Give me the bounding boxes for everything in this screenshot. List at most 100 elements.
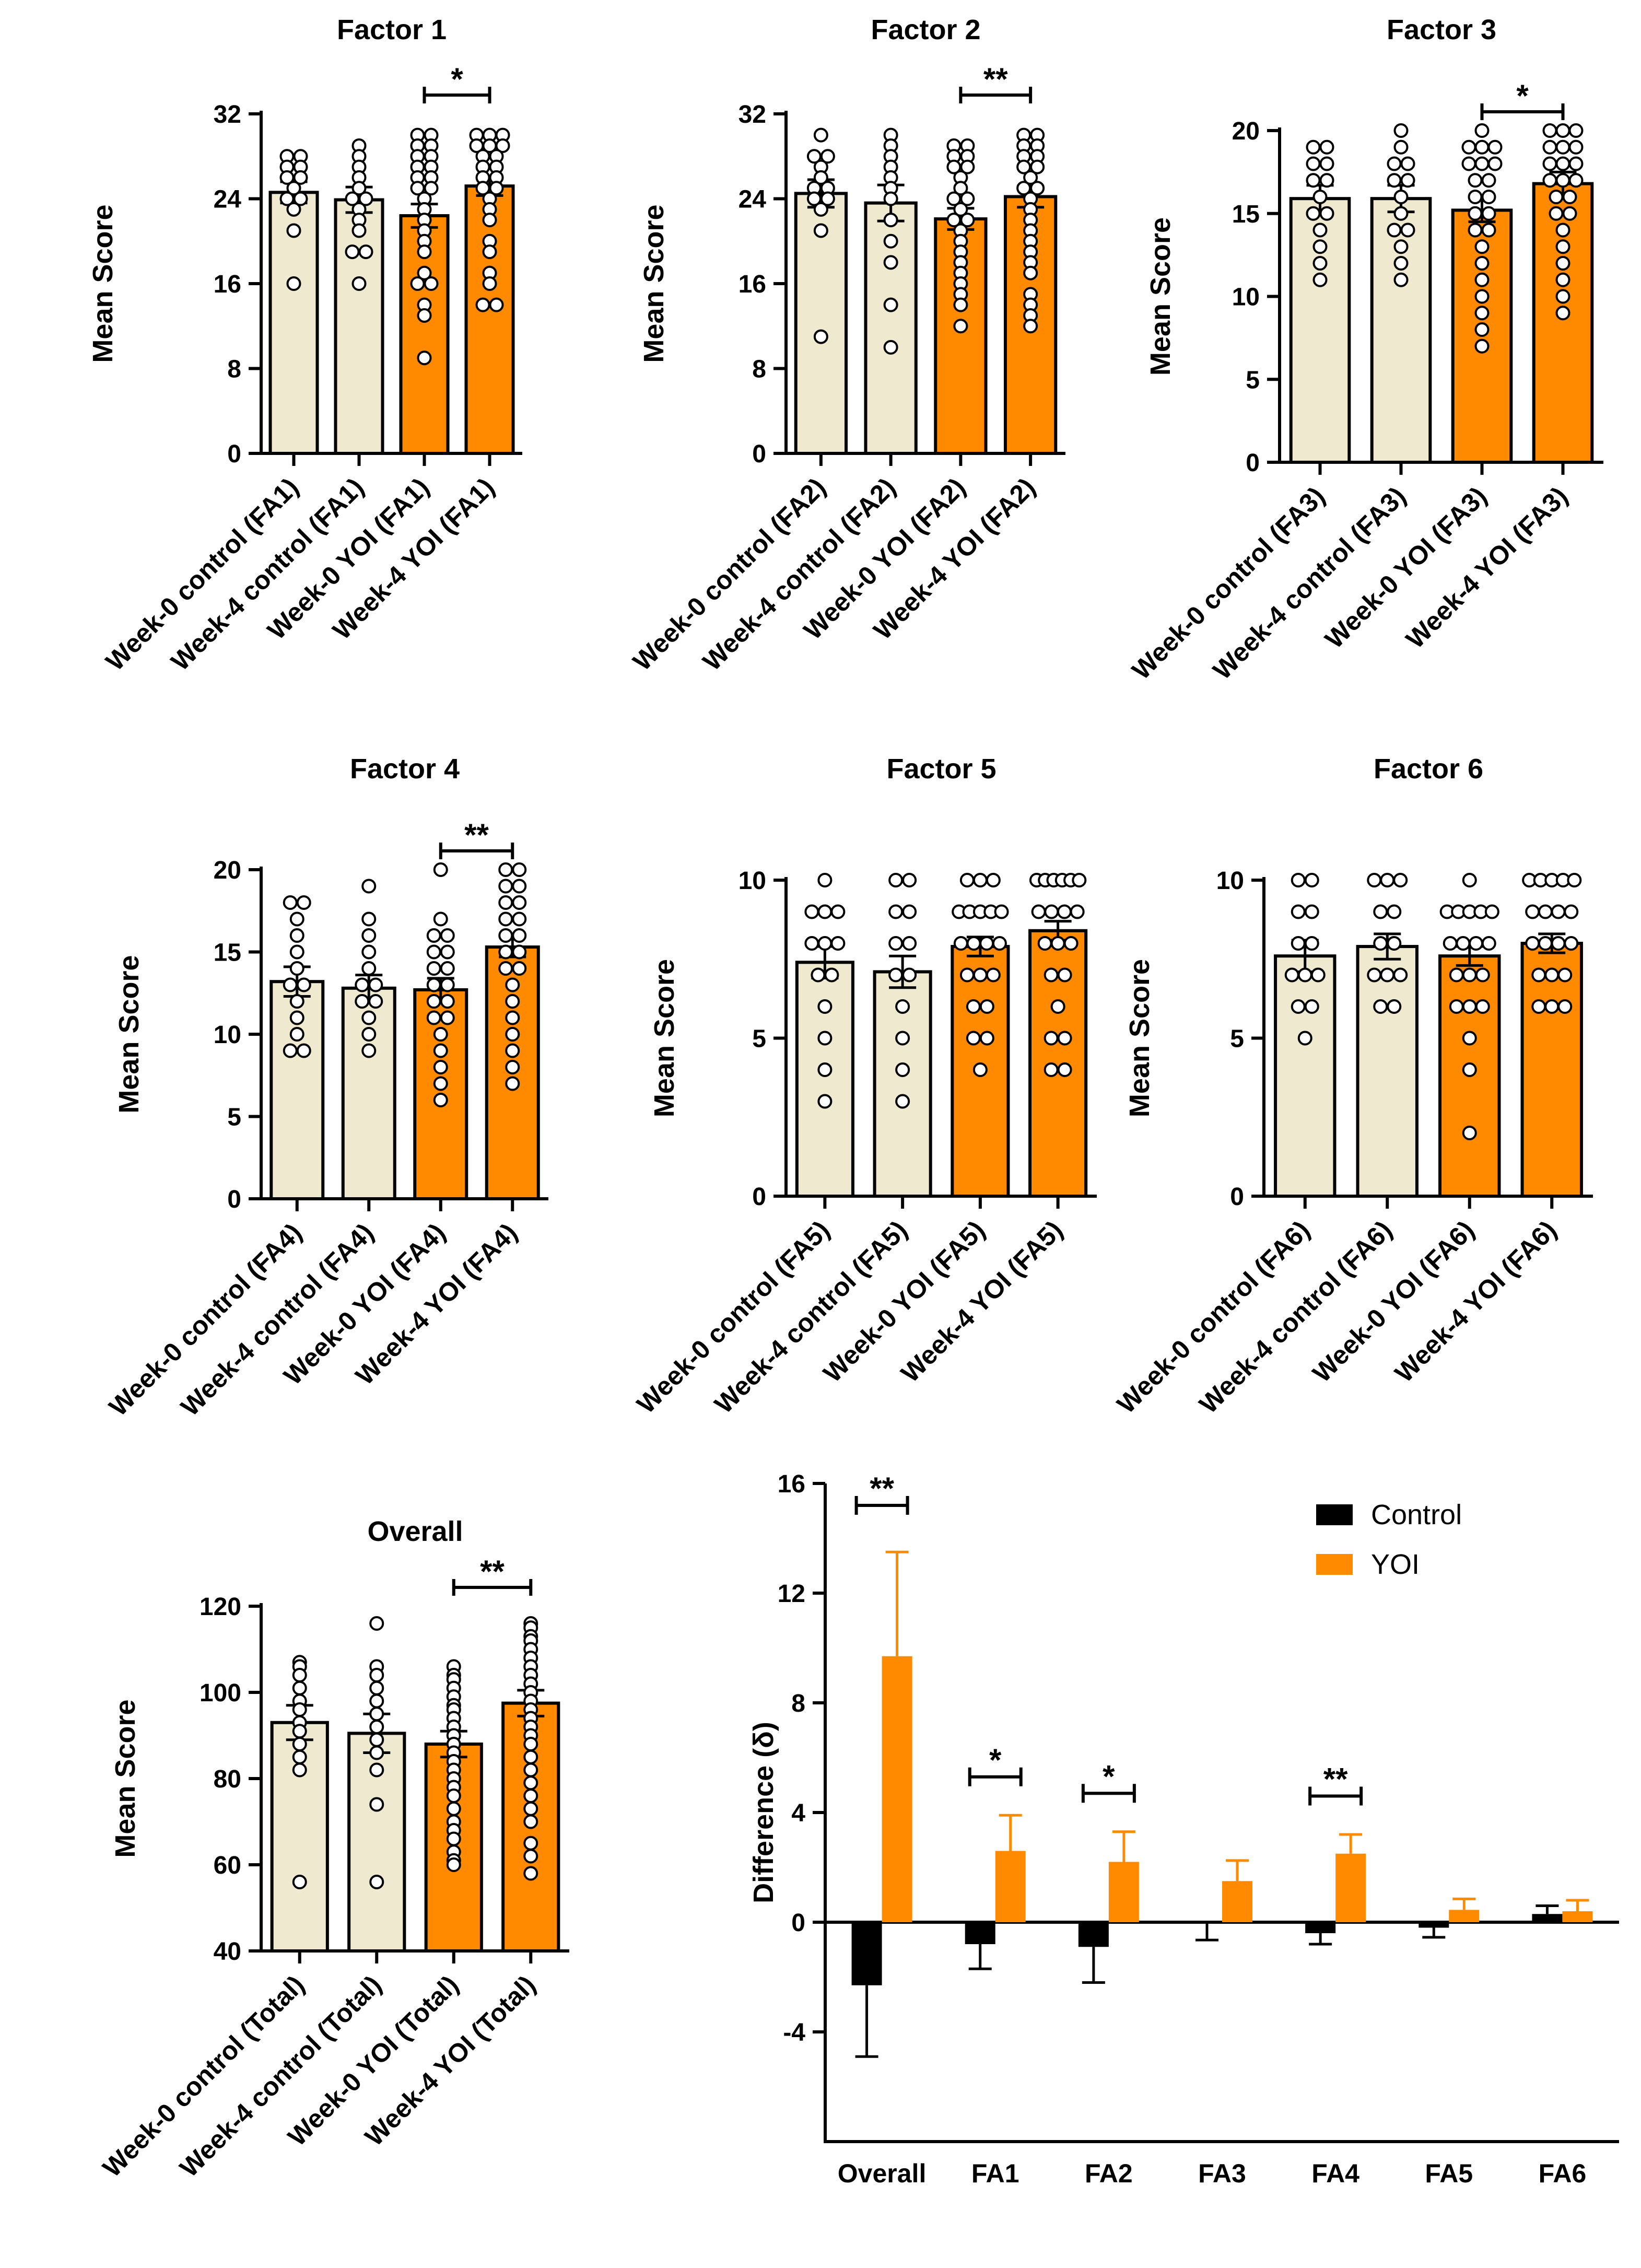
data-point <box>292 1702 307 1717</box>
data-point <box>417 265 432 280</box>
bar-yoi <box>1335 1853 1366 1922</box>
data-point <box>883 191 898 206</box>
data-point <box>505 1076 520 1091</box>
data-point <box>498 961 513 976</box>
data-point <box>1468 223 1483 238</box>
data-point <box>1393 967 1408 983</box>
data-point <box>417 308 432 323</box>
data-point <box>1306 173 1321 188</box>
data-point <box>1304 904 1319 919</box>
data-point <box>1474 338 1490 354</box>
data-point <box>1468 190 1483 204</box>
data-point <box>1373 936 1388 951</box>
x-tick-label: FA2 <box>1085 2159 1133 2188</box>
data-point <box>1456 936 1471 951</box>
data-point <box>888 873 904 887</box>
chart-title: Factor 5 <box>886 753 996 785</box>
data-point <box>498 862 513 877</box>
data-point <box>289 1010 304 1025</box>
bar-control <box>851 1922 882 1985</box>
data-point <box>820 149 835 164</box>
data-point <box>1468 206 1483 221</box>
significance-label: * <box>451 62 463 97</box>
data-point <box>1531 967 1546 983</box>
data-point <box>953 202 968 217</box>
data-point <box>369 1668 384 1682</box>
y-tick-label: 60 <box>214 1852 241 1879</box>
significance-label: * <box>1516 78 1529 113</box>
data-point <box>1319 156 1334 171</box>
data-point <box>289 944 304 960</box>
data-point <box>361 879 377 894</box>
data-point <box>1030 159 1045 174</box>
y-tick-label: 0 <box>1230 1183 1244 1211</box>
data-point <box>1555 223 1570 238</box>
data-point <box>292 1724 307 1739</box>
data-point <box>817 1031 833 1046</box>
data-point <box>811 967 826 983</box>
data-point <box>286 181 301 196</box>
data-point <box>368 977 383 992</box>
data-point <box>1542 173 1557 188</box>
data-point <box>283 977 298 992</box>
data-point <box>1312 272 1328 287</box>
data-point <box>361 961 377 976</box>
data-point <box>1555 239 1570 254</box>
data-point <box>1304 873 1319 887</box>
y-tick-label: 10 <box>1216 867 1244 895</box>
y-tick-label: 8 <box>227 356 241 383</box>
data-point <box>1557 999 1573 1014</box>
data-point <box>895 999 910 1014</box>
data-point <box>953 181 968 196</box>
data-point <box>1393 873 1408 887</box>
data-point <box>1387 156 1402 171</box>
chart-title: Factor 6 <box>1374 753 1483 785</box>
data-point <box>888 904 904 919</box>
data-point <box>296 895 311 910</box>
data-point <box>426 977 441 992</box>
data-point <box>292 1680 307 1696</box>
data-point <box>292 1737 307 1751</box>
data-point <box>972 1062 988 1077</box>
data-point <box>1023 170 1038 185</box>
data-point <box>1387 999 1402 1014</box>
data-point <box>888 967 904 983</box>
data-point <box>1319 206 1334 221</box>
data-point <box>523 1775 538 1791</box>
bar <box>1274 954 1337 1198</box>
data-point <box>883 213 898 228</box>
data-point <box>1387 173 1402 188</box>
data-point <box>361 944 377 960</box>
y-tick-label: 10 <box>1232 284 1260 311</box>
data-point <box>1400 156 1415 171</box>
data-point <box>1462 1031 1477 1046</box>
y-tick-label: 10 <box>214 1021 241 1049</box>
data-point <box>433 1093 448 1107</box>
data-point <box>1400 223 1415 238</box>
bar-control <box>1078 1922 1109 1947</box>
data-point <box>902 936 917 951</box>
data-point <box>966 936 981 951</box>
significance-label: ** <box>1323 1762 1348 1797</box>
data-point <box>902 904 917 919</box>
data-point <box>440 928 455 943</box>
bar-yoi <box>995 1851 1026 1922</box>
data-point <box>369 1745 384 1760</box>
data-point <box>1050 936 1065 951</box>
data-point <box>446 1788 461 1803</box>
data-point <box>505 1043 520 1058</box>
data-point <box>523 1762 538 1778</box>
data-point <box>369 1720 384 1734</box>
data-point <box>960 191 975 206</box>
bar-control <box>1532 1914 1563 1922</box>
data-point <box>1468 173 1483 188</box>
data-point <box>1555 306 1570 321</box>
data-point <box>888 936 904 951</box>
data-point <box>433 1076 448 1091</box>
data-point <box>966 999 981 1014</box>
bar <box>795 961 854 1198</box>
data-point <box>1549 190 1564 204</box>
data-point <box>1475 999 1490 1014</box>
